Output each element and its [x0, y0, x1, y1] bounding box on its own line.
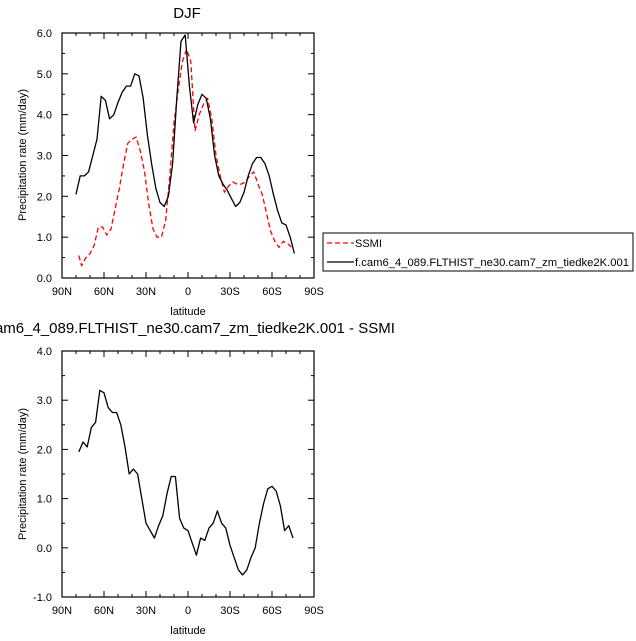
x-tick-label: 60N — [94, 605, 114, 617]
x-tick-label: 30S — [220, 286, 240, 298]
y-tick-label: 3.0 — [37, 395, 52, 407]
x-tick-label: 60N — [94, 286, 114, 298]
x-tick-label: 90S — [304, 286, 324, 298]
y-tick-label: 0.0 — [37, 273, 52, 285]
y-tick-label: 1.0 — [37, 494, 52, 506]
x-tick-label: 30S — [220, 605, 240, 617]
chart-top-legend: SSMI f.cam6_4_089.FLTHIST_ne30.cam7_zm_t… — [322, 232, 634, 272]
x-tick-label: 30N — [136, 605, 156, 617]
chart-bottom: f.cam6_4_089.FLTHIST_ne30.cam7_zm_tiedke… — [0, 320, 395, 637]
x-tick-label: 0 — [185, 286, 191, 298]
y-tick-label: 6.0 — [37, 28, 52, 40]
x-tick-label: 60S — [262, 605, 282, 617]
chart-top: DJF 90N 60N 30N 0 30S 60S 90S 0.0 1.0 2.0 3.0 4.0 5.… — [17, 5, 324, 318]
chart-top-ylabel: Precipitation rate (mm/day) — [17, 89, 29, 221]
x-tick-label: 90N — [52, 286, 72, 298]
x-tick-label: 90S — [304, 605, 324, 617]
y-tick-label: 2.0 — [37, 191, 52, 203]
x-tick-label: 30N — [136, 286, 156, 298]
y-tick-label: 4.0 — [37, 110, 52, 122]
series-line-difference — [78, 389, 294, 576]
y-tick-label: -1.0 — [33, 592, 52, 604]
chart-top-title: DJF — [173, 5, 201, 22]
legend-label-ssmi: SSMI — [355, 238, 382, 250]
y-tick-label: 3.0 — [37, 151, 52, 163]
chart-bottom-plot-frame — [61, 350, 315, 598]
series-line-ssmi — [78, 48, 293, 267]
legend-label-model: f.cam6_4_089.FLTHIST_ne30.cam7_zm_tiedke… — [355, 257, 629, 269]
y-tick-label: 0.0 — [37, 543, 52, 555]
series-line-f-cam6-4-089-flthist-ne30-cam7-zm-tiedke2k-001 — [75, 34, 296, 254]
x-tick-label: 90N — [52, 605, 72, 617]
legend-box — [322, 232, 634, 272]
chart-bottom-xlabel: latitude — [170, 625, 205, 637]
y-tick-label: 1.0 — [37, 232, 52, 244]
x-tick-label: 60S — [262, 286, 282, 298]
chart-bottom-title: f.cam6_4_089.FLTHIST_ne30.cam7_zm_tiedke… — [0, 320, 395, 337]
y-tick-label: 4.0 — [37, 346, 52, 358]
chart-top-xlabel: latitude — [170, 306, 205, 318]
y-tick-label: 5.0 — [37, 69, 52, 81]
chart-bottom-ylabel: Precipitation rate (mm/day) — [17, 408, 29, 540]
x-tick-label: 0 — [185, 605, 191, 617]
y-tick-label: 2.0 — [37, 444, 52, 456]
